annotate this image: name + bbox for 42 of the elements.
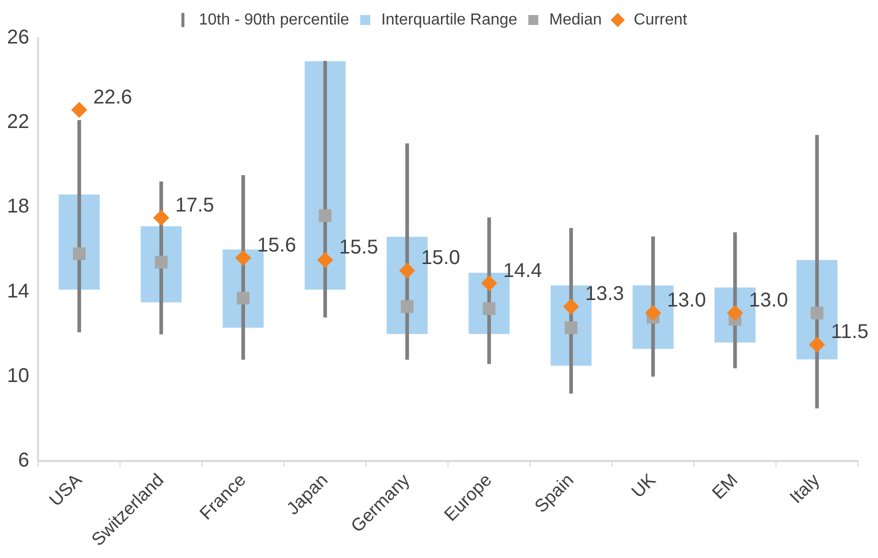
- x-tick-label: Italy: [786, 470, 824, 508]
- legend-label: Median: [549, 11, 602, 28]
- data-label: 15.0: [421, 247, 460, 270]
- point: [235, 250, 252, 266]
- data-label: 15.6: [257, 234, 296, 256]
- y-tick-label: 10: [6, 364, 30, 387]
- point: [317, 252, 334, 268]
- point: [563, 298, 580, 315]
- legend-label: 10th - 90th percentile: [198, 11, 350, 28]
- data-label: 11.5: [831, 321, 868, 344]
- y-tick-label: 18: [6, 196, 30, 218]
- y-tick-label: 22: [6, 111, 30, 134]
- point: [481, 275, 498, 292]
- y-tick-label: 26: [6, 26, 30, 49]
- point: [399, 262, 416, 279]
- point: [72, 247, 86, 260]
- point: [482, 302, 496, 316]
- point: [154, 256, 168, 269]
- data-label: 13.3: [585, 283, 624, 306]
- point: [400, 300, 414, 313]
- bar: [815, 134, 819, 408]
- y-tick-label: 14: [6, 280, 30, 302]
- data-label: 13.0: [667, 289, 706, 312]
- data-label: 13.0: [749, 289, 788, 312]
- y-tick-label: 6: [18, 449, 30, 472]
- x-tick-label: UK: [628, 470, 660, 502]
- point: [564, 321, 578, 334]
- point: [809, 336, 826, 353]
- x-tick-label: USA: [45, 470, 86, 510]
- data-label: 17.5: [175, 194, 214, 216]
- point: [71, 102, 88, 118]
- legend-label: Current: [634, 11, 688, 28]
- point: [236, 292, 250, 304]
- data-label: 15.5: [339, 236, 378, 259]
- bar: [77, 120, 82, 332]
- point: [810, 306, 824, 320]
- x-tick-label: EM: [708, 470, 742, 504]
- legend-label: Interquartile Range: [381, 11, 518, 28]
- point: [153, 210, 170, 226]
- point: [318, 209, 332, 222]
- data-label: 22.6: [93, 86, 132, 108]
- data-label: 14.4: [503, 260, 542, 282]
